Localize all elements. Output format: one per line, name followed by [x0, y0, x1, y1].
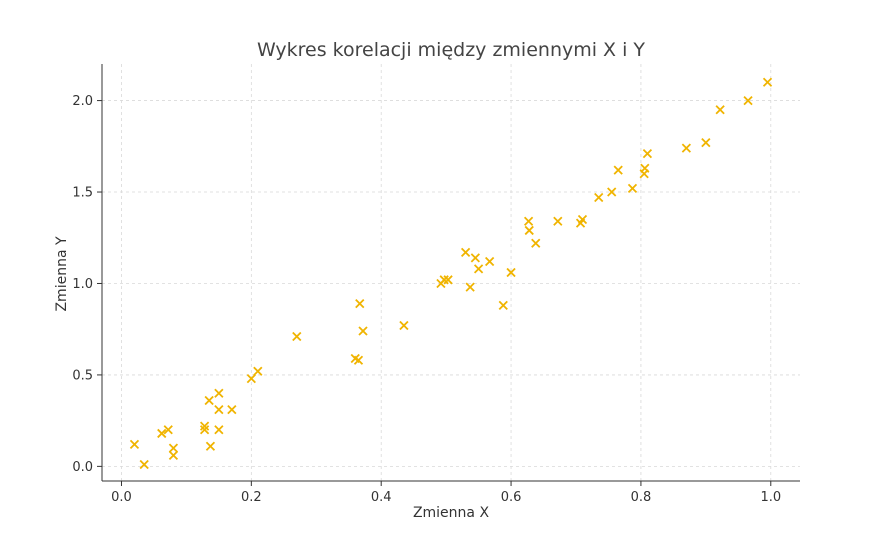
data-point [553, 216, 563, 226]
data-point [607, 187, 617, 197]
data-point [439, 275, 449, 285]
data-point [524, 225, 534, 236]
data-point [484, 256, 495, 267]
data-point [701, 138, 711, 148]
data-point [470, 253, 480, 263]
data-point [353, 355, 364, 365]
data-point [715, 105, 725, 115]
x-tick-label: 0.8 [631, 490, 652, 505]
data-point [460, 247, 471, 258]
y-tick-label: 0.0 [72, 460, 93, 475]
x-tick-label: 1.0 [760, 490, 781, 505]
x-axis-label: Zmienna X [413, 505, 490, 521]
data-point [214, 425, 224, 435]
data-point [163, 425, 173, 435]
data-point [139, 459, 149, 470]
data-point [594, 192, 604, 203]
data-point [531, 238, 541, 248]
data-point [443, 275, 453, 285]
data-point [681, 143, 692, 153]
y-tick-label: 1.0 [72, 277, 93, 292]
y-axis-ticks: 0.0 0.5 1.0 1.5 2.0 [72, 94, 102, 475]
x-tick-label: 0.0 [111, 490, 132, 505]
axes-frame [101, 64, 800, 482]
data-point [214, 388, 224, 398]
data-point [399, 320, 409, 331]
data-point [168, 450, 179, 461]
data-point [214, 405, 224, 415]
grid [102, 64, 800, 481]
x-tick-label: 0.2 [241, 490, 262, 505]
data-point [227, 405, 237, 415]
data-point [523, 216, 534, 226]
data-point [506, 267, 516, 278]
chart-title: Wykres korelacji między zmiennymi X i Y [257, 39, 645, 61]
data-point [642, 148, 653, 159]
data-point [613, 165, 623, 175]
data-point [743, 95, 753, 106]
x-tick-label: 0.6 [501, 490, 522, 505]
data-point [168, 443, 179, 453]
data-point [157, 428, 167, 439]
data-point [627, 183, 638, 194]
data-point [640, 163, 650, 173]
y-tick-label: 2.0 [72, 94, 93, 109]
data-point [355, 298, 365, 309]
y-tick-label: 1.5 [72, 186, 93, 201]
y-tick-label: 0.5 [72, 368, 93, 383]
data-point [577, 214, 588, 225]
data-point [129, 439, 140, 450]
data-point [465, 282, 475, 292]
data-point [205, 441, 216, 451]
data-point [358, 326, 368, 336]
data-point [473, 264, 484, 274]
data-points [129, 77, 773, 470]
x-tick-label: 0.4 [371, 490, 392, 505]
y-axis-label: Zmienna Y [54, 236, 70, 312]
data-point [498, 300, 508, 311]
data-point [204, 395, 214, 406]
data-point [199, 425, 210, 435]
data-point [762, 77, 773, 87]
data-point [253, 366, 263, 376]
x-axis-ticks: 0.0 0.2 0.4 0.6 0.8 1.0 [111, 481, 781, 505]
data-point [199, 421, 210, 431]
data-point [246, 373, 256, 384]
data-point [292, 331, 302, 342]
